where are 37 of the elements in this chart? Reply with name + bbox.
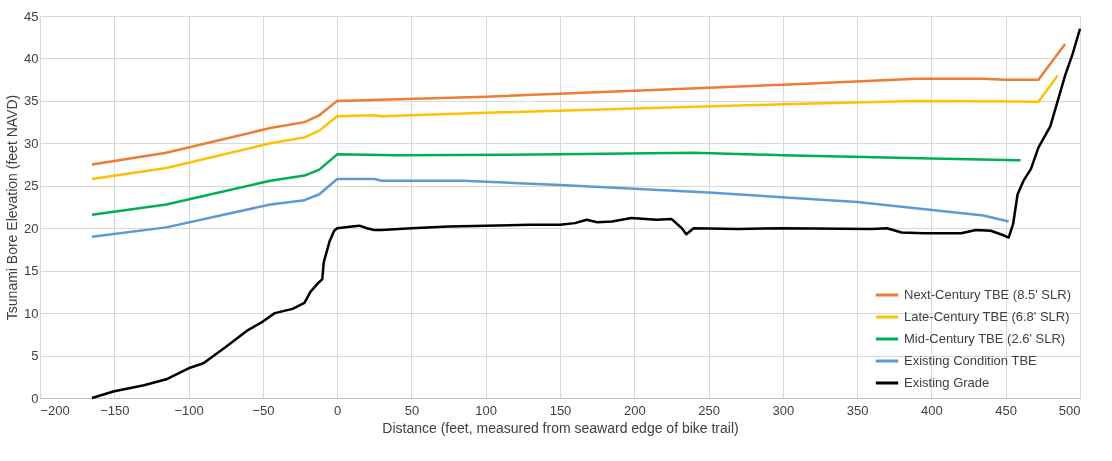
x-tick-label: −50 xyxy=(252,402,275,418)
x-tick-label: 150 xyxy=(549,402,572,418)
x-tick-label: 300 xyxy=(772,402,795,418)
y-tick-label: 15 xyxy=(24,263,39,279)
y-tick-label: 45 xyxy=(24,8,39,24)
legend-label: Existing Condition TBE xyxy=(904,353,1038,368)
y-axis-title: Tsunami Bore Elevation (feet NAVD) xyxy=(4,94,21,321)
x-tick-label: −200 xyxy=(40,402,70,418)
line-series xyxy=(90,27,1082,400)
x-tick-label: 500 xyxy=(1058,402,1081,418)
legend-label: Existing Grade xyxy=(904,375,990,390)
y-tick-label: 30 xyxy=(24,135,39,151)
y-tick-label: 35 xyxy=(24,93,39,109)
line-series xyxy=(90,177,1010,238)
x-tick-label: 450 xyxy=(995,402,1018,418)
x-axis-title: Distance (feet, measured from seaward edge of bike trail) xyxy=(382,419,739,436)
x-tick-label: −150 xyxy=(100,402,130,418)
x-tick-label: 100 xyxy=(475,402,498,418)
legend-label: Mid-Century TBE (2.6' SLR) xyxy=(904,331,1066,346)
x-tick-label: 200 xyxy=(623,402,646,418)
x-tick-label: 50 xyxy=(404,402,420,418)
y-tick-label: 10 xyxy=(24,305,39,321)
y-tick-label: 20 xyxy=(24,220,39,236)
line-series xyxy=(90,74,1059,181)
legend-label: Late-Century TBE (6.8' SLR) xyxy=(904,309,1070,324)
line-series xyxy=(90,42,1067,166)
y-tick-label: 0 xyxy=(31,390,39,406)
x-tick-label: 350 xyxy=(846,402,869,418)
line-series xyxy=(90,151,1022,216)
x-tick-label: −100 xyxy=(174,402,204,418)
x-tick-label: 400 xyxy=(921,402,943,418)
y-tick-label: 5 xyxy=(31,348,39,364)
x-tick-label: 0 xyxy=(334,402,342,418)
y-tick-label: 40 xyxy=(24,50,39,66)
legend-label: Next-Century TBE (8.5' SLR) xyxy=(904,287,1071,302)
y-tick-label: 25 xyxy=(24,178,39,194)
x-tick-label: 250 xyxy=(698,402,720,418)
